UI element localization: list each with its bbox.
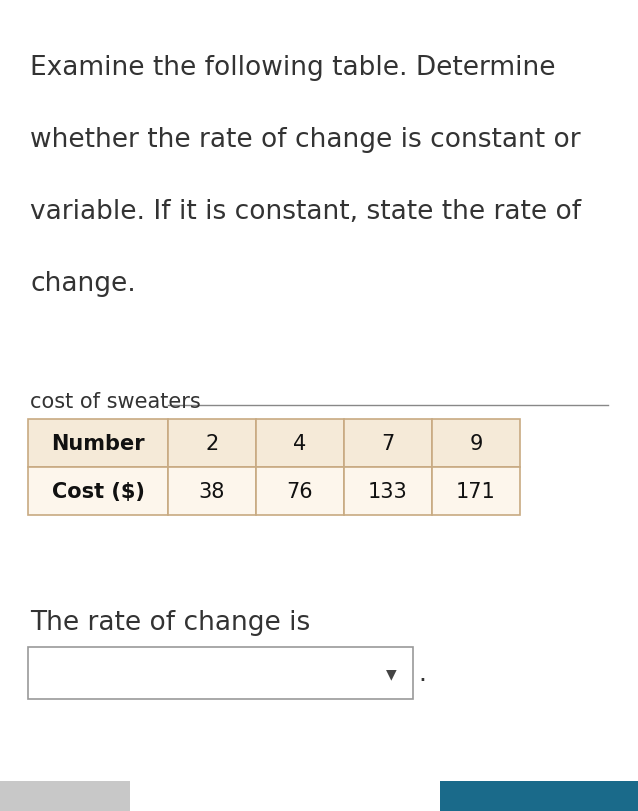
Bar — [440, 781, 638, 811]
Text: Examine the following table. Determine: Examine the following table. Determine — [30, 55, 556, 81]
Text: Cost ($): Cost ($) — [52, 482, 144, 501]
Bar — [344, 467, 432, 515]
Bar — [256, 467, 344, 515]
Text: Number: Number — [51, 433, 145, 453]
Bar — [344, 419, 432, 467]
Text: whether the rate of change is constant or: whether the rate of change is constant o… — [30, 127, 581, 152]
Bar — [256, 419, 344, 467]
Bar — [28, 467, 168, 515]
Text: 171: 171 — [456, 482, 496, 501]
Text: The rate of change is: The rate of change is — [30, 609, 310, 635]
Text: 7: 7 — [382, 433, 395, 453]
Text: change.: change. — [30, 271, 136, 297]
Text: 133: 133 — [368, 482, 408, 501]
Text: 76: 76 — [286, 482, 313, 501]
Text: .: . — [418, 661, 426, 685]
Bar — [168, 467, 256, 515]
Text: variable. If it is constant, state the rate of: variable. If it is constant, state the r… — [30, 199, 581, 225]
Text: 9: 9 — [470, 433, 483, 453]
Text: ▼: ▼ — [386, 666, 396, 680]
Text: cost of sweaters: cost of sweaters — [30, 392, 201, 411]
Bar — [28, 647, 413, 699]
Bar — [432, 467, 520, 515]
Bar — [28, 419, 168, 467]
Bar — [168, 419, 256, 467]
Bar — [432, 419, 520, 467]
Text: 2: 2 — [205, 433, 219, 453]
Text: 38: 38 — [199, 482, 225, 501]
Text: 4: 4 — [293, 433, 307, 453]
Bar — [0, 781, 130, 811]
